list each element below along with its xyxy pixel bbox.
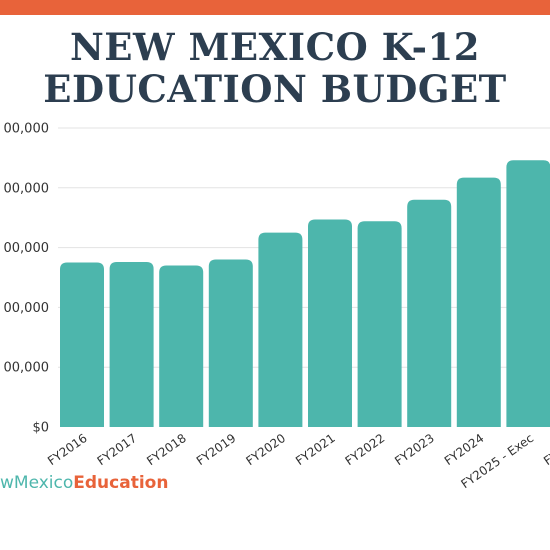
x-tick-label: FY2022 xyxy=(343,431,388,468)
x-tick-label: FY2023 xyxy=(392,431,437,468)
y-tick-label: 00,000 xyxy=(4,122,50,137)
bar-fy2021 xyxy=(308,219,352,427)
bars xyxy=(60,160,550,427)
x-tick-label: FY2019 xyxy=(194,431,239,468)
x-tick-label: FY2017 xyxy=(95,431,140,468)
x-tick-label: FY2016 xyxy=(45,431,90,468)
brand-text-part-1: wMexico xyxy=(0,473,74,493)
y-axis-tick-labels: $0 00,000 00,000 00,000 00,000 00,000 xyxy=(4,122,50,436)
y-tick-label: 00,000 xyxy=(4,181,50,196)
title-line-2: EDUCATION BUDGET xyxy=(43,67,507,111)
bar-fy2020 xyxy=(258,232,303,427)
bar-fy2023 xyxy=(407,199,452,427)
bar-fy2022 xyxy=(357,221,402,427)
y-tick-label: 00,000 xyxy=(4,301,50,316)
x-tick-label: FY2020 xyxy=(243,431,288,468)
bar-fy2018 xyxy=(159,265,204,427)
brand-logo: wMexicoEducation xyxy=(0,473,200,497)
title-line-1: NEW MEXICO K-12 xyxy=(69,25,480,69)
x-tick-label: FY2018 xyxy=(144,431,189,468)
x-tick-label: FY2024 xyxy=(442,431,487,468)
bar-fy2025-exec xyxy=(506,160,550,427)
y-tick-label: 00,000 xyxy=(4,241,50,256)
bar-fy2016 xyxy=(60,262,104,427)
bar-fy2024 xyxy=(456,177,501,427)
brand-text-part-2: Education xyxy=(73,473,169,493)
y-tick-label: $0 xyxy=(32,421,49,436)
x-tick-label: FY2025 xyxy=(541,431,550,468)
bar-fy2019 xyxy=(208,259,253,427)
bar-fy2017 xyxy=(109,261,154,427)
y-tick-label: 00,000 xyxy=(4,361,50,376)
x-tick-label: FY2021 xyxy=(293,431,338,468)
top-accent-bar xyxy=(0,0,550,15)
chart-title: NEW MEXICO K-12 EDUCATION BUDGET xyxy=(0,26,550,110)
